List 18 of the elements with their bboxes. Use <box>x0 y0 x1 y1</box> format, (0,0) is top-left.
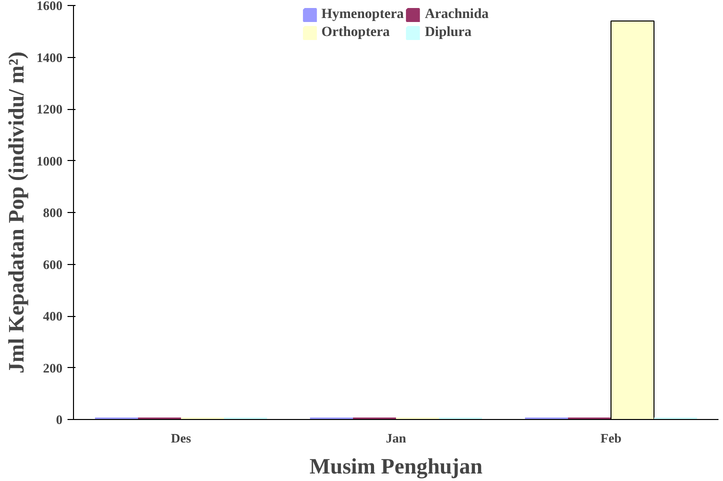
legend-label: Orthoptera <box>321 25 390 41</box>
x-axis-title: Musim Penghujan <box>310 454 482 478</box>
legend-label: Hymenoptera <box>321 7 404 23</box>
y-tick-label: 1000 <box>36 153 62 168</box>
legend-label: Arachnida <box>424 7 489 23</box>
y-tick-label: 600 <box>43 256 62 272</box>
y-tick-label: 1600 <box>36 0 62 13</box>
x-tick-label: Feb <box>600 430 622 446</box>
x-tick-label: Jan <box>386 430 407 446</box>
y-axis-title: Jml Kepadatan Pop (individu/ m²) <box>4 51 28 374</box>
y-tick-label: 1400 <box>36 50 62 65</box>
y-tick-label: 400 <box>43 308 62 324</box>
legend-label: Diplura <box>424 25 472 41</box>
y-tick-label: 1200 <box>36 102 62 116</box>
y-tick-label: 0 <box>56 412 62 427</box>
x-tick-label: Des <box>170 430 192 446</box>
y-tick-label: 800 <box>43 205 62 220</box>
y-tick-label: 200 <box>43 360 62 376</box>
